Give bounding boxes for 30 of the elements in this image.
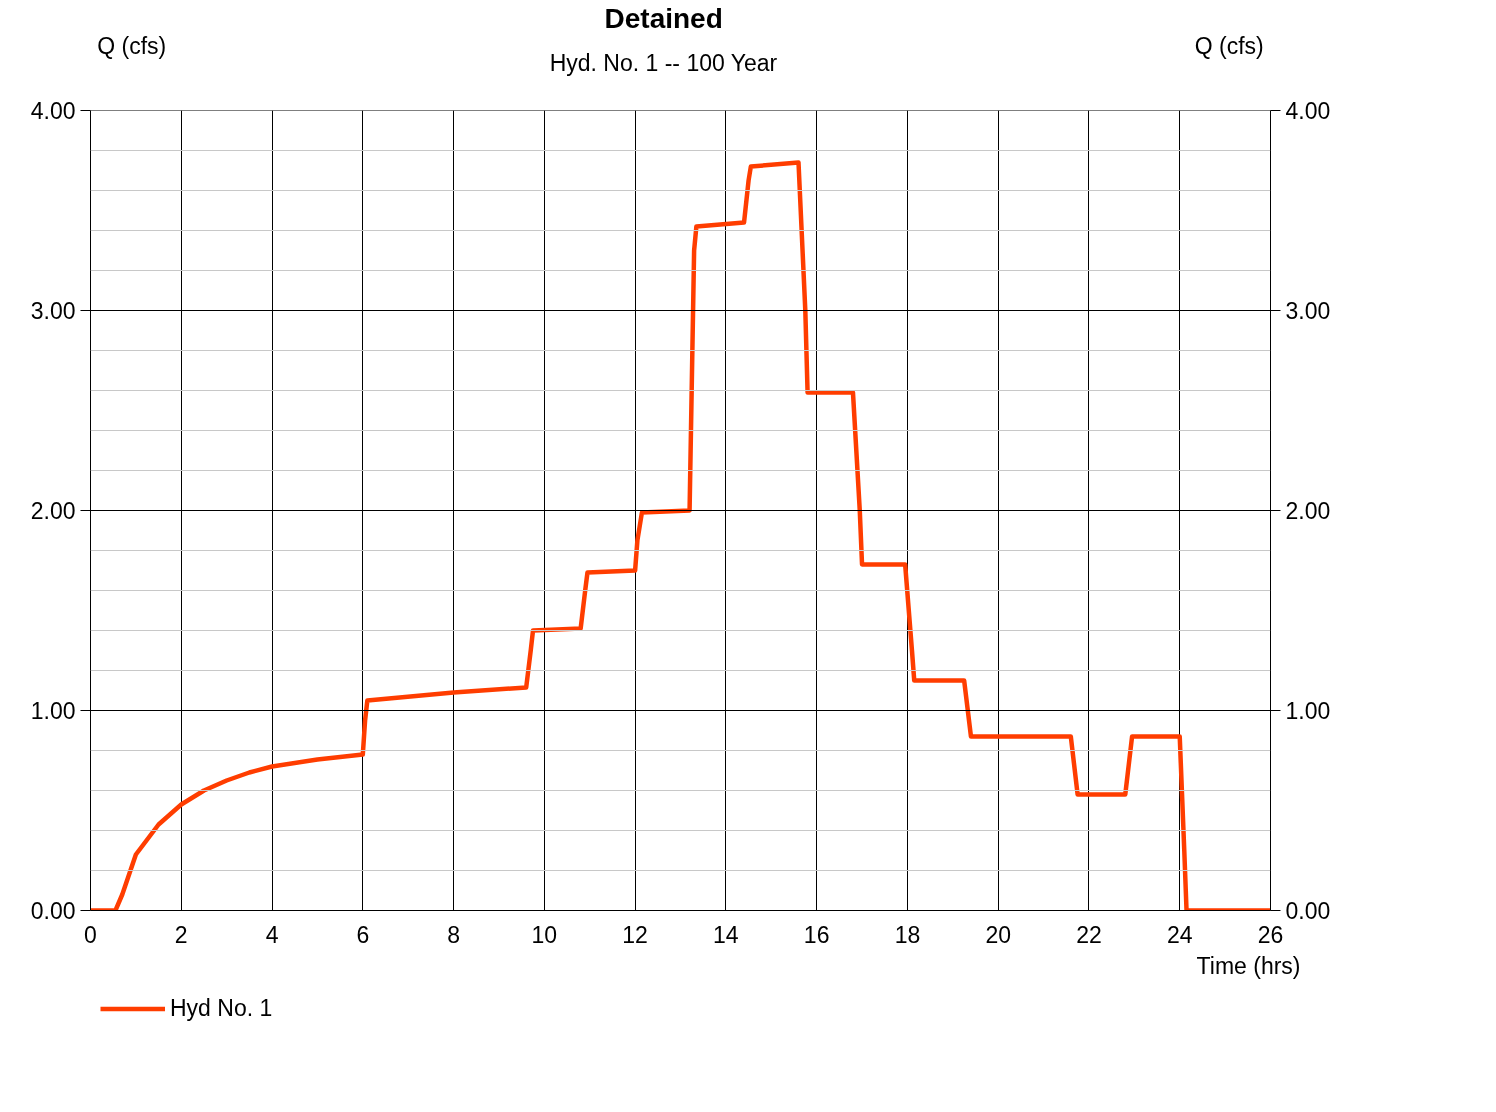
y2-tick-label: 3.00 — [1285, 298, 1331, 324]
x-axis-title: Time (hrs) — [1196, 952, 1301, 979]
legend-label: Hyd No. 1 — [170, 994, 273, 1022]
y-tick-label: 0.00 — [30, 898, 76, 924]
y2-tick-label: 1.00 — [1285, 698, 1331, 724]
y2-tick-label: 0.00 — [1285, 898, 1331, 924]
x-tick-label: 8 — [447, 921, 460, 948]
y2-tick-label: 4.00 — [1285, 98, 1331, 124]
x-tick-label: 12 — [622, 921, 648, 948]
x-tick-label: 16 — [803, 921, 830, 948]
x-tick-label: 6 — [356, 921, 370, 948]
x-tick-label: 14 — [713, 921, 739, 948]
x-tick-label: 0 — [84, 921, 97, 948]
x-tick-label: 4 — [265, 921, 279, 948]
y2-axis-title: Q (cfs) — [1194, 32, 1264, 59]
y-axis-title: Q (cfs) — [97, 32, 167, 59]
chart-title: Detained — [604, 3, 723, 34]
x-tick-label: 24 — [1166, 921, 1193, 948]
x-tick-label: 26 — [1257, 921, 1284, 948]
x-tick-label: 2 — [174, 921, 188, 948]
x-tick-label: 18 — [894, 921, 921, 948]
y-tick-label: 1.00 — [30, 698, 76, 724]
y-tick-label: 2.00 — [30, 498, 76, 524]
y2-tick-label: 2.00 — [1285, 498, 1331, 524]
chart-subtitle: Hyd. No. 1 -- 100 Year — [549, 49, 778, 76]
x-tick-label: 10 — [531, 921, 558, 948]
x-tick-label: 20 — [985, 921, 1011, 948]
x-tick-label: 22 — [1076, 921, 1102, 948]
y-tick-label: 3.00 — [30, 298, 76, 324]
y-tick-label: 4.00 — [30, 98, 76, 124]
